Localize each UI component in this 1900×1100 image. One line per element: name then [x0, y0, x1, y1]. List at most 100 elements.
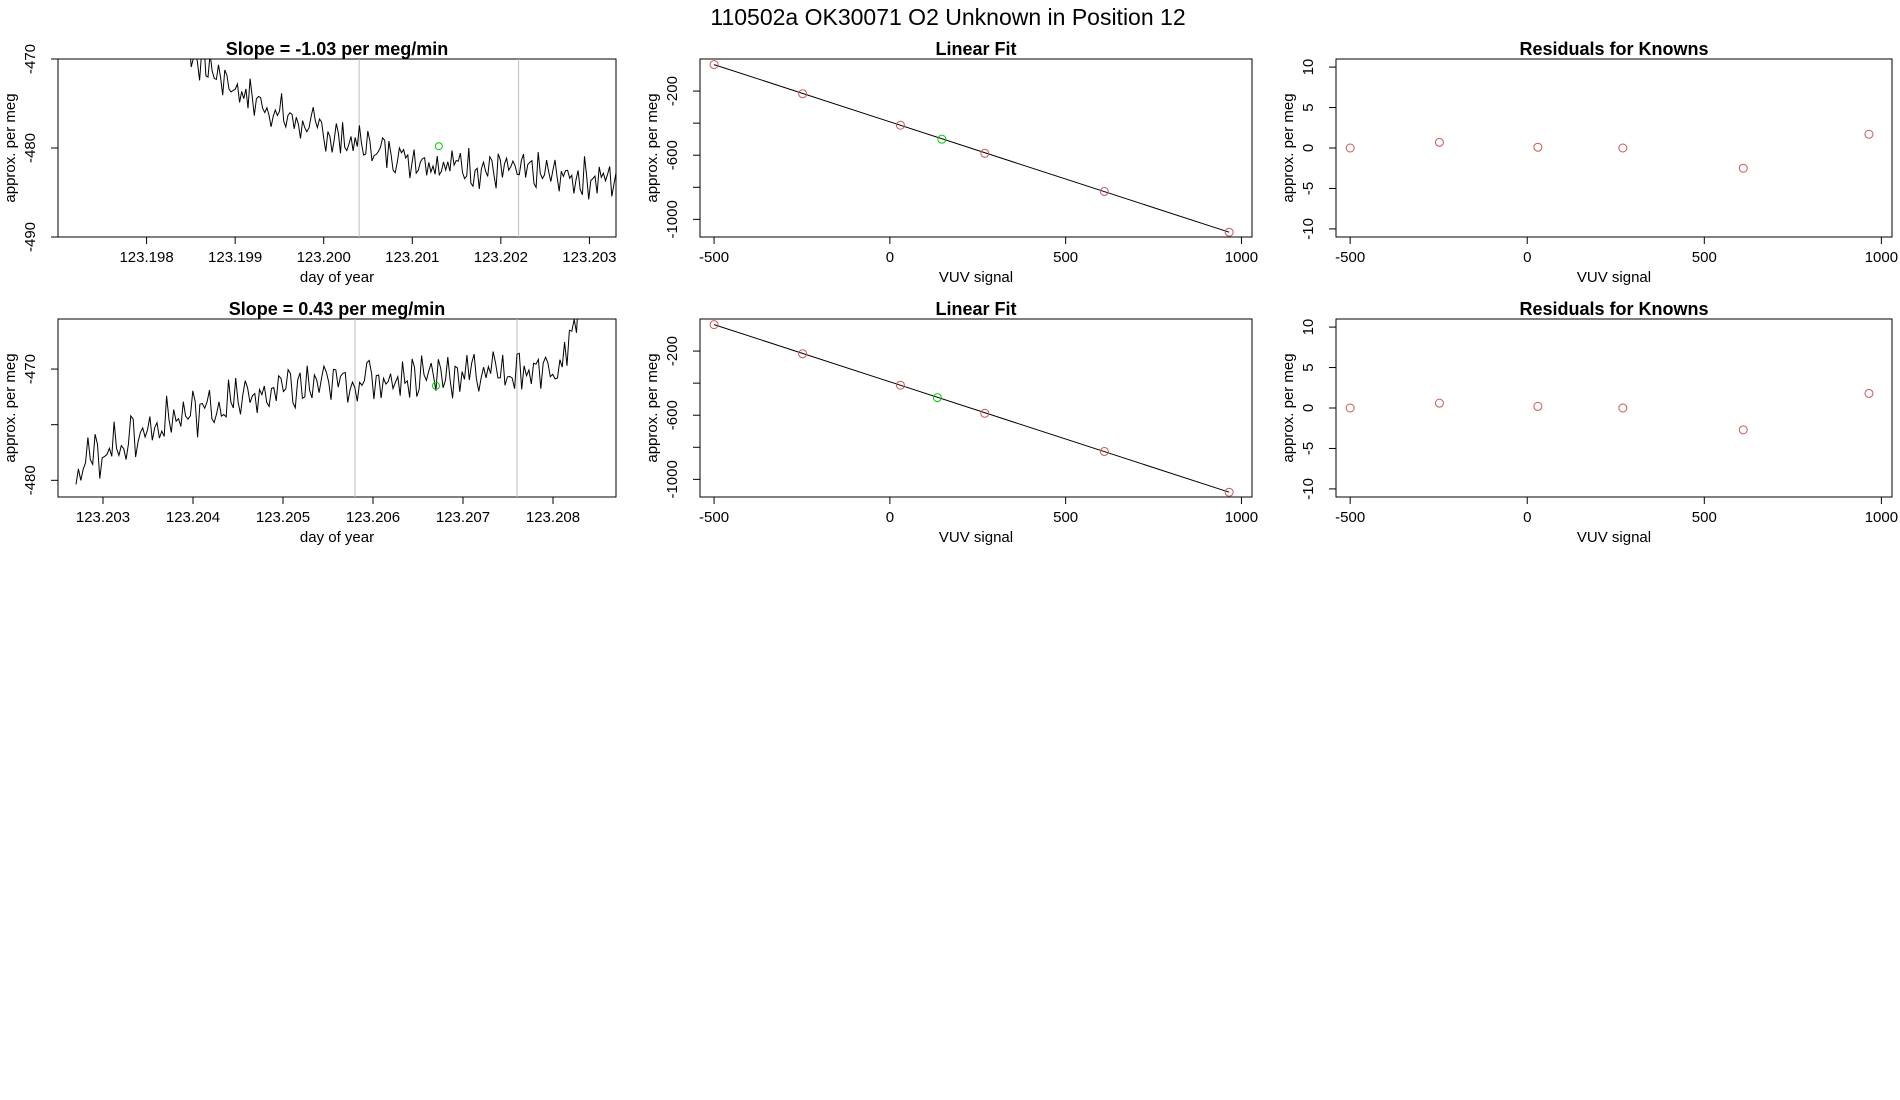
x-tick-label: 123.202: [474, 249, 528, 266]
y-tick-label: 5: [1300, 363, 1317, 371]
y-axis-label: approx. per meg: [644, 353, 661, 462]
y-tick-label: 10: [1300, 319, 1317, 336]
page-title: 110502a OK30071 O2 Unknown in Position 1…: [710, 4, 1185, 30]
unknown-point: [932, 393, 942, 403]
x-tick-label: -500: [699, 509, 729, 526]
plot-area: [190, 59, 616, 237]
x-tick-label: 500: [1692, 509, 1717, 526]
x-tick-label: 1000: [1225, 249, 1258, 266]
data-point: [798, 349, 808, 359]
x-tick-label: 123.205: [256, 509, 310, 526]
x-tick-label: 123.203: [562, 249, 616, 266]
plot-area: [709, 320, 1234, 497]
plot-res1: Residuals for Knowns -500 0 500 1000 -10 -5 0 5 1…: [1280, 39, 1898, 286]
timeseries-line: [75, 319, 578, 485]
x-axis-label: day of year: [300, 269, 374, 286]
x-tick-label: 1000: [1865, 249, 1898, 266]
y-tick-label: -200: [664, 336, 681, 366]
x-tick-label: 0: [1523, 509, 1531, 526]
x-tick-label: -500: [1335, 509, 1365, 526]
x-tick-label: 0: [886, 509, 894, 526]
y-tick-label: -1000: [664, 460, 681, 498]
data-point: [1618, 403, 1628, 413]
data-point: [1533, 142, 1543, 152]
plot-area: [709, 60, 1234, 237]
plot-fit2: Linear Fit -500 0 500 1000 -1000 -600 -200 VUV s…: [644, 299, 1258, 546]
x-tick-label: 123.208: [526, 509, 580, 526]
plot-ts1: Slope = -1.03 per meg/min 123.198 123.199 1…: [2, 39, 617, 286]
data-point: [980, 148, 990, 158]
x-tick-label: 123.198: [119, 249, 173, 266]
x-axis-label: VUV signal: [939, 269, 1013, 286]
x-axis-label: VUV signal: [1577, 269, 1651, 286]
x-tick-label: 0: [886, 249, 894, 266]
y-tick-label: -470: [22, 354, 39, 384]
plot-frame: [699, 58, 1253, 238]
x-tick-label: 123.201: [385, 249, 439, 266]
unknown-marker: [432, 381, 440, 390]
data-point: [1738, 163, 1748, 173]
data-point: [1864, 388, 1874, 398]
data-point: [709, 320, 719, 330]
plot-title: Slope = 0.43 per meg/min: [229, 299, 446, 319]
timeseries-line: [190, 59, 616, 200]
data-point: [895, 380, 905, 390]
y-tick-label: 0: [1300, 144, 1317, 152]
x-tick-label: 500: [1053, 249, 1078, 266]
x-axis-label: day of year: [300, 529, 374, 546]
x-tick-label: 500: [1692, 249, 1717, 266]
y-tick-label: -200: [664, 76, 681, 106]
y-tick-label: -10: [1300, 218, 1317, 240]
plot-fit1: Linear Fit -500 0 500 1000 -1000 -600 -200 VUV s…: [644, 39, 1258, 286]
plot-ts2: Slope = 0.43 per meg/min 123.203 123.204 12…: [2, 299, 617, 546]
data-point: [1345, 143, 1355, 153]
data-point: [1864, 129, 1874, 139]
data-point: [1533, 401, 1543, 411]
y-tick-label: -480: [22, 133, 39, 163]
data-point: [1099, 446, 1109, 456]
data-point: [1618, 143, 1628, 153]
data-point: [1434, 137, 1444, 147]
x-tick-label: 1000: [1865, 509, 1898, 526]
x-axis-label: VUV signal: [1577, 529, 1651, 546]
y-tick-label: 0: [1300, 404, 1317, 412]
y-tick-label: -600: [664, 400, 681, 430]
y-tick-label: -5: [1300, 182, 1317, 195]
x-tick-label: 123.204: [166, 509, 220, 526]
data-point: [1738, 425, 1748, 435]
x-tick-label: -500: [1335, 249, 1365, 266]
x-tick-label: 123.203: [76, 509, 130, 526]
x-tick-label: -500: [699, 249, 729, 266]
x-tick-label: 123.200: [297, 249, 351, 266]
y-axis-label: approx. per meg: [644, 93, 661, 202]
plot-area: [1345, 129, 1874, 173]
x-tick-label: 0: [1523, 249, 1531, 266]
plot-area: [1345, 388, 1874, 435]
x-tick-label: 123.207: [436, 509, 490, 526]
data-point: [1224, 227, 1234, 237]
y-tick-label: -470: [22, 44, 39, 74]
x-tick-label: 500: [1053, 509, 1078, 526]
y-tick-label: -10: [1300, 478, 1317, 500]
data-point: [1434, 398, 1444, 408]
unknown-marker: [434, 142, 443, 151]
data-point: [980, 408, 990, 418]
y-tick-label: 10: [1300, 59, 1317, 76]
x-tick-label: 123.199: [208, 249, 262, 266]
data-point: [1099, 186, 1109, 196]
data-point: [798, 89, 808, 99]
y-tick-label: -1000: [664, 200, 681, 238]
plot-frame: [699, 318, 1253, 498]
plot-title: Linear Fit: [935, 39, 1016, 59]
y-tick-label: 5: [1300, 103, 1317, 111]
y-axis-label: approx. per meg: [1280, 93, 1297, 202]
plot-grid: Slope = -1.03 per meg/min 123.198 123.199 1…: [2, 39, 1898, 546]
x-axis-label: VUV signal: [939, 529, 1013, 546]
x-tick-label: 123.206: [346, 509, 400, 526]
plot-title: Linear Fit: [935, 299, 1016, 319]
plot-area: [75, 319, 578, 497]
plot-title: Residuals for Knowns: [1519, 299, 1708, 319]
plot-title: Slope = -1.03 per meg/min: [226, 39, 449, 59]
